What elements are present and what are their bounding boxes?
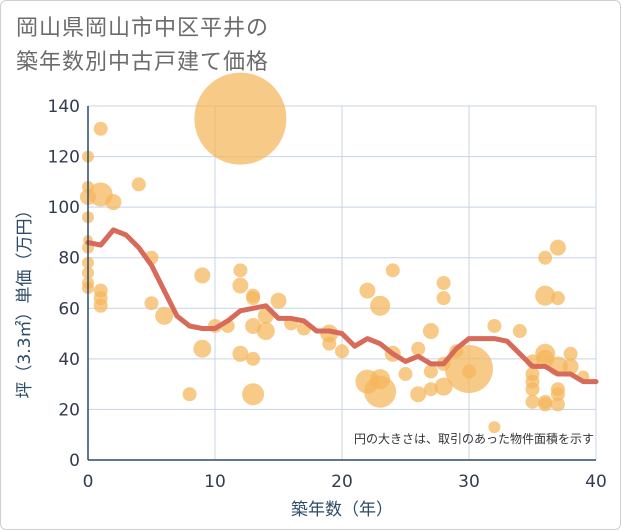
data-point	[563, 346, 578, 361]
x-axis-label: 築年数（年）	[291, 500, 393, 520]
bubble-series	[80, 72, 590, 434]
data-point	[245, 317, 262, 334]
y-tick-label: 60	[58, 299, 80, 319]
x-tick-label: 20	[331, 472, 353, 492]
data-point	[93, 298, 108, 313]
y-tick-label: 100	[48, 198, 80, 218]
x-tick-label: 30	[458, 472, 480, 492]
x-tick-label: 40	[585, 472, 607, 492]
data-point	[487, 318, 502, 333]
bubble-size-note: 円の大きさは、取引のあった物件面積を示す	[354, 431, 594, 446]
data-point	[370, 295, 391, 316]
y-tick-label: 40	[58, 350, 80, 370]
y-tick-label: 80	[58, 249, 80, 269]
data-point	[434, 377, 453, 396]
data-point	[359, 282, 376, 299]
chart-title-line1: 岡山県岡山市中区平井の	[16, 16, 270, 41]
data-point	[410, 386, 427, 403]
data-point	[549, 239, 566, 256]
data-point	[525, 382, 540, 397]
y-tick-label: 0	[69, 451, 80, 471]
x-tick-label: 0	[83, 472, 94, 492]
data-point	[538, 397, 553, 412]
grid-lines	[87, 105, 597, 461]
data-point	[536, 349, 555, 368]
data-point	[535, 285, 556, 306]
data-point	[322, 336, 337, 351]
data-point	[246, 351, 261, 366]
data-point	[105, 194, 122, 211]
data-point	[233, 263, 248, 278]
data-point	[436, 276, 451, 290]
chart-title-line2: 築年数別中古戸建て価格	[16, 50, 270, 75]
data-point	[155, 306, 174, 325]
data-point	[194, 267, 211, 284]
data-point	[242, 383, 265, 406]
data-point	[144, 296, 159, 311]
data-point	[423, 364, 438, 379]
data-point	[436, 291, 451, 306]
data-point	[93, 121, 108, 136]
data-point	[562, 358, 579, 375]
trend-series	[85, 227, 599, 385]
y-tick-label: 120	[48, 148, 80, 168]
data-point	[232, 345, 249, 362]
data-point	[398, 367, 413, 382]
data-point	[550, 397, 565, 412]
data-point	[232, 277, 249, 294]
data-point	[194, 72, 287, 165]
trend-line	[85, 227, 599, 385]
axes	[87, 106, 596, 461]
data-point	[246, 291, 261, 306]
data-point	[370, 369, 391, 390]
data-point	[335, 344, 349, 359]
data-point	[462, 364, 476, 379]
data-point	[525, 394, 540, 409]
x-tick-label: 10	[204, 472, 226, 492]
data-point	[411, 341, 426, 356]
data-point	[193, 339, 212, 358]
data-point	[550, 291, 565, 306]
y-tick-label: 140	[48, 97, 80, 117]
data-point	[488, 421, 501, 434]
data-point	[512, 324, 527, 339]
tick-labels: 0 20 40 60 80 100 120 140 0 10 20 30 40	[48, 97, 607, 492]
y-tick-label: 20	[58, 400, 80, 420]
data-point	[423, 382, 438, 397]
data-point	[422, 323, 439, 340]
data-point	[131, 177, 146, 192]
chart-title: 岡山県岡山市中区平井の 築年数別中古戸建て価格	[16, 12, 269, 80]
data-point	[270, 292, 287, 309]
y-axis-label: 坪（3.3㎡）単価（万円）	[15, 201, 35, 398]
data-point	[538, 250, 553, 265]
data-point	[385, 263, 400, 278]
data-point	[550, 387, 565, 402]
data-point	[182, 387, 197, 402]
data-point	[256, 322, 275, 341]
